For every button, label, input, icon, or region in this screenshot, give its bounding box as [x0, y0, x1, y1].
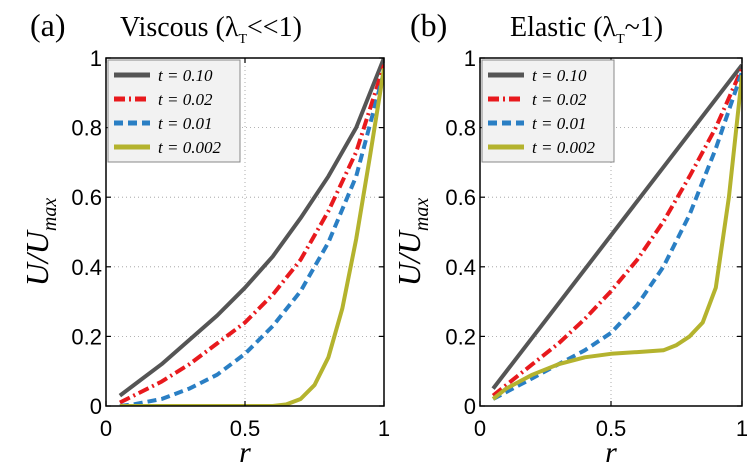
- panel-title-main: Elastic (λ: [510, 12, 617, 43]
- series-group: [491, 63, 742, 401]
- series-line-0.002: [119, 68, 384, 406]
- panel-title: Elastic (λT~1): [510, 12, 663, 47]
- panel-title-sub: T: [616, 32, 625, 47]
- panel-title-tail: <<1): [247, 12, 302, 43]
- x-tick-label: 1: [736, 416, 747, 441]
- panel-title: Viscous (λT<<1): [120, 12, 302, 47]
- legend-label: t = 0.002: [158, 138, 221, 157]
- panel-title-tail: ~1): [625, 12, 663, 43]
- panel-label: (a): [30, 7, 66, 43]
- y-axis-label-sub: max: [39, 198, 61, 231]
- chart-panel-a: 0 0.5 1 0 0.2 0.4 0.6 0.8 1 r U/Umax (a) Viscous (λT…: [19, 7, 390, 464]
- legend-label: t = 0.002: [532, 138, 595, 157]
- series-line-0.10: [491, 63, 742, 390]
- y-axis-label: U/Umax: [391, 198, 433, 287]
- legend: t = 0.10 t = 0.02 t = 0.01 t = 0.002: [107, 59, 241, 163]
- legend-label: t = 0.10: [532, 66, 587, 85]
- series-group: [118, 58, 384, 406]
- legend: t = 0.10 t = 0.02 t = 0.01 t = 0.002: [481, 59, 615, 163]
- y-tick-label: 0.4: [71, 255, 102, 280]
- y-tick-label: 0.2: [71, 324, 102, 349]
- panel-title-sub: T: [238, 32, 247, 47]
- x-axis-label: r: [239, 436, 251, 464]
- x-tick-label: 0: [474, 416, 486, 441]
- series-line-0.002: [491, 75, 742, 401]
- legend-label: t = 0.10: [158, 66, 213, 85]
- y-tick-label: 0.6: [71, 185, 102, 210]
- x-tick-label: 0: [100, 416, 112, 441]
- series-line-0.02: [491, 67, 742, 398]
- x-tick-label: 0.5: [230, 416, 261, 441]
- y-axis-label-sub: max: [411, 198, 433, 231]
- panel-label: (b): [410, 7, 447, 43]
- y-tick-label: 0.8: [445, 116, 476, 141]
- y-axis-label: U/Umax: [19, 198, 61, 287]
- legend-label: t = 0.02: [158, 90, 213, 109]
- chart-panel-b: 0 0.5 1 0 0.2 0.4 0.6 0.8 1 r U/Umax (b) Elastic (λT…: [391, 7, 747, 464]
- series-line-0.10: [118, 58, 384, 398]
- panel-title-main: Viscous (λ: [120, 12, 239, 43]
- y-tick-label: 0.6: [445, 185, 476, 210]
- legend-label: t = 0.01: [158, 114, 212, 133]
- legend-label: t = 0.02: [532, 90, 587, 109]
- y-tick-label: 0: [90, 394, 102, 419]
- x-tick-label: 1: [378, 416, 390, 441]
- y-axis-label-main: U/U: [19, 229, 55, 286]
- y-tick-label: 1: [464, 46, 476, 71]
- y-tick-label: 0: [464, 394, 476, 419]
- y-axis-label-main: U/U: [391, 229, 427, 286]
- y-tick-label: 0.2: [445, 324, 476, 349]
- y-tick-label: 1: [90, 46, 102, 71]
- y-tick-label: 0.4: [445, 255, 476, 280]
- series-line-0.01: [492, 71, 742, 401]
- x-tick-label: 0.5: [596, 416, 627, 441]
- series-line-0.02: [119, 64, 384, 405]
- series-line-0.01: [119, 71, 384, 406]
- x-axis-label: r: [605, 436, 617, 464]
- y-tick-label: 0.8: [71, 116, 102, 141]
- legend-label: t = 0.01: [532, 114, 586, 133]
